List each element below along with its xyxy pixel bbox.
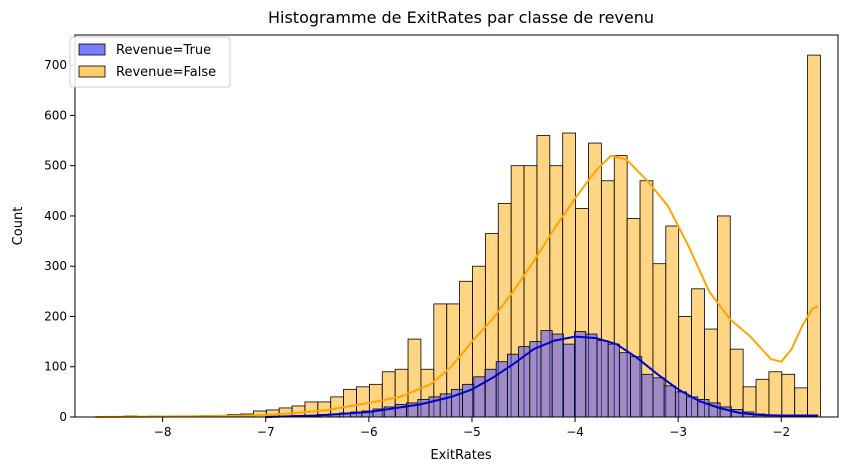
bar-revenue-true xyxy=(585,333,598,418)
bar-revenue-true xyxy=(596,340,609,418)
bar-revenue-false xyxy=(807,54,821,418)
bar-revenue-false xyxy=(729,348,744,418)
bar-revenue-true xyxy=(618,352,631,418)
bar-revenue-true xyxy=(663,385,676,418)
bar-revenue-false xyxy=(781,373,796,418)
y-tick-label: 100 xyxy=(44,360,67,374)
bar-revenue-true xyxy=(529,341,542,418)
y-axis-label: Count xyxy=(11,207,26,246)
chart-title: Histogramme de ExitRates par classe de r… xyxy=(268,8,654,27)
x-tick-label: −8 xyxy=(154,425,172,439)
y-tick-label: 200 xyxy=(44,309,67,323)
x-axis: −8 −7 −6 −5 −4 −3 −2 xyxy=(154,417,790,439)
bar-revenue-true xyxy=(562,343,575,418)
legend-swatch-revenue-true xyxy=(78,43,106,56)
x-tick-label: −4 xyxy=(566,425,584,439)
y-tick-label: 500 xyxy=(44,159,67,173)
legend-box xyxy=(69,36,231,88)
y-tick-label: 300 xyxy=(44,259,67,273)
x-axis-label: ExitRates xyxy=(430,448,491,463)
bar-revenue-true xyxy=(574,331,587,418)
bar-revenue-false xyxy=(768,371,783,418)
x-tick-label: −7 xyxy=(257,425,275,439)
bar-revenue-true xyxy=(607,343,620,418)
bar-revenue-true xyxy=(630,356,643,418)
bar-revenue-true xyxy=(641,373,654,418)
kde-line-revenue-true xyxy=(264,335,819,418)
x-tick-label: −3 xyxy=(669,425,687,439)
y-tick-label: 600 xyxy=(44,108,67,122)
bar-revenue-true xyxy=(652,377,665,418)
legend: Revenue=True Revenue=False xyxy=(69,36,231,88)
y-tick-label: 700 xyxy=(44,58,67,72)
bar-revenue-true xyxy=(551,333,564,418)
legend-label-revenue-true: Revenue=True xyxy=(116,43,211,58)
x-tick-label: −5 xyxy=(463,425,481,439)
y-axis: 0 100 200 300 400 500 600 700 xyxy=(44,58,75,424)
y-tick-label: 0 xyxy=(59,410,67,424)
kde-line-revenue-false xyxy=(94,154,819,418)
bar-revenue-false xyxy=(755,378,770,418)
x-tick-label: −6 xyxy=(360,425,378,439)
legend-label-revenue-false: Revenue=False xyxy=(116,65,216,80)
x-tick-label: −2 xyxy=(772,425,790,439)
bars-revenue-false xyxy=(98,54,821,418)
legend-swatch-revenue-false xyxy=(78,65,106,78)
plot-frame xyxy=(74,34,839,418)
y-tick-label: 400 xyxy=(44,209,67,223)
bar-revenue-false xyxy=(794,387,808,418)
bar-revenue-true xyxy=(674,391,687,418)
kde-lines xyxy=(94,154,819,418)
